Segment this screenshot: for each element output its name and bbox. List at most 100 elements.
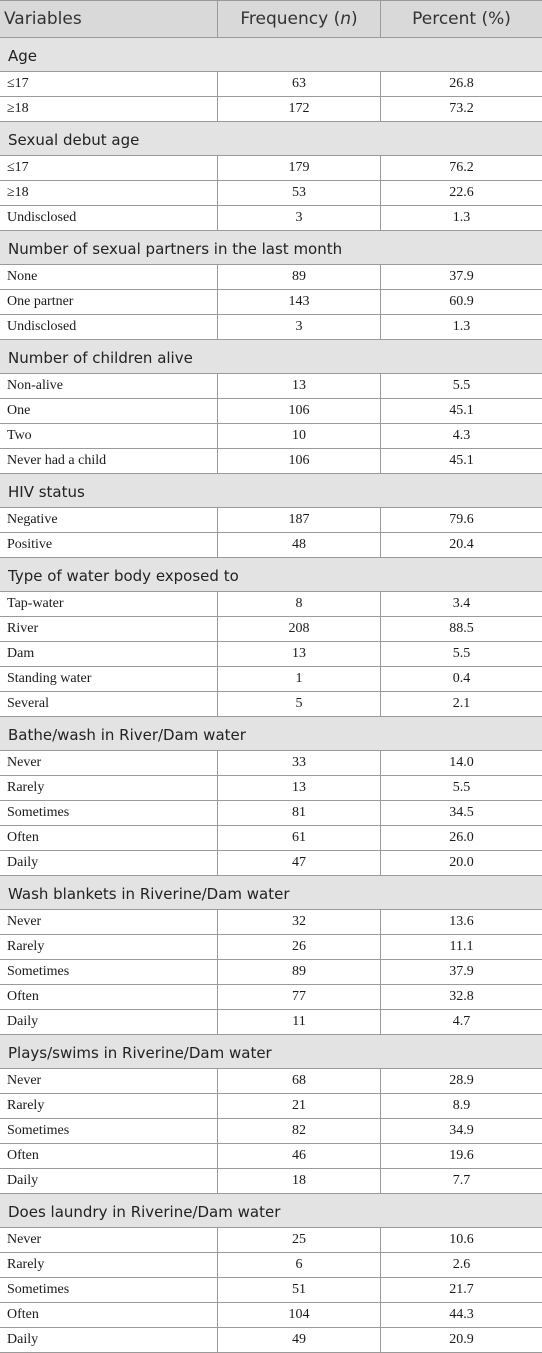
table-row: Never 68 28.9	[0, 1069, 542, 1094]
section-header-row: Number of children alive	[0, 340, 542, 374]
percent-cell: 2.1	[380, 692, 542, 716]
table-row: Often 61 26.0	[0, 826, 542, 851]
table-row: River 208 88.5	[0, 617, 542, 642]
table-body: Age ≤17 63 26.8 ≥18 172 73.2 Sexual debut age ≤1…	[0, 38, 542, 1353]
table-row: ≤17 63 26.8	[0, 72, 542, 97]
table-row: Sometimes 51 21.7	[0, 1278, 542, 1303]
percent-cell: 34.9	[380, 1119, 542, 1143]
row-label-cell: River	[7, 621, 39, 636]
table-row: Positive 48 20.4	[0, 533, 542, 558]
row-label-cell: Daily	[7, 855, 39, 870]
row-label-cell: Often	[7, 1148, 39, 1163]
section-header-row: Bathe/wash in River/Dam water	[0, 717, 542, 751]
frequency-cell: 106	[217, 399, 380, 423]
percent-cell: 45.1	[380, 399, 542, 423]
percent-cell: 7.7	[380, 1169, 542, 1193]
frequency-cell: 187	[217, 508, 380, 532]
table-row: Daily 49 20.9	[0, 1328, 542, 1353]
frequency-cell: 10	[217, 424, 380, 448]
row-label-cell: One	[7, 403, 31, 418]
row-label-cell: Never	[7, 914, 42, 929]
table-row: Sometimes 89 37.9	[0, 960, 542, 985]
percent-cell: 20.0	[380, 851, 542, 875]
frequency-cell: 18	[217, 1169, 380, 1193]
row-label-cell: Non-alive	[7, 378, 63, 393]
percent-cell: 11.1	[380, 935, 542, 959]
percent-cell: 0.4	[380, 667, 542, 691]
table-row: One 106 45.1	[0, 399, 542, 424]
percent-cell: 34.5	[380, 801, 542, 825]
frequency-cell: 13	[217, 374, 380, 398]
section-header-row: Wash blankets in Riverine/Dam water	[0, 876, 542, 910]
table-row: ≥18 53 22.6	[0, 181, 542, 206]
table-row: None 89 37.9	[0, 265, 542, 290]
frequency-cell: 89	[217, 960, 380, 984]
frequency-cell: 106	[217, 449, 380, 473]
row-label-cell: One partner	[7, 294, 74, 309]
section-title: Plays/swims in Riverine/Dam water	[8, 1043, 272, 1062]
row-label-cell: ≤17	[7, 76, 29, 91]
row-label-cell: Often	[7, 1307, 39, 1322]
frequency-cell: 46	[217, 1144, 380, 1168]
section-header-row: Plays/swims in Riverine/Dam water	[0, 1035, 542, 1069]
table-row: ≤17 179 76.2	[0, 156, 542, 181]
table-row: Daily 47 20.0	[0, 851, 542, 876]
percent-cell: 5.5	[380, 776, 542, 800]
table-row: Never had a child 106 45.1	[0, 449, 542, 474]
row-label-cell: Rarely	[7, 780, 45, 795]
percent-cell: 21.7	[380, 1278, 542, 1302]
percent-cell: 20.9	[380, 1328, 542, 1352]
header-variables: Variables	[4, 9, 82, 29]
section-header-row: Age	[0, 38, 542, 72]
row-label-cell: Never	[7, 1073, 42, 1088]
row-label-cell: Daily	[7, 1173, 39, 1188]
row-label-cell: Undisclosed	[7, 210, 77, 225]
section-title: Type of water body exposed to	[8, 566, 239, 585]
row-label-cell: Often	[7, 830, 39, 845]
table-row: Never 33 14.0	[0, 751, 542, 776]
frequency-cell: 89	[217, 265, 380, 289]
percent-cell: 26.8	[380, 72, 542, 96]
frequency-cell: 63	[217, 72, 380, 96]
percent-cell: 76.2	[380, 156, 542, 180]
percent-cell: 28.9	[380, 1069, 542, 1093]
section-header-row: Type of water body exposed to	[0, 558, 542, 592]
section-title: Sexual debut age	[8, 130, 140, 149]
row-label-cell: Positive	[7, 537, 53, 552]
table-row: Dam 13 5.5	[0, 642, 542, 667]
frequency-cell: 1	[217, 667, 380, 691]
row-label-cell: ≥18	[7, 101, 29, 116]
percent-cell: 4.7	[380, 1010, 542, 1034]
percent-cell: 32.8	[380, 985, 542, 1009]
percent-cell: 8.9	[380, 1094, 542, 1118]
table-row: Daily 18 7.7	[0, 1169, 542, 1194]
frequency-cell: 33	[217, 751, 380, 775]
table-row: Rarely 26 11.1	[0, 935, 542, 960]
frequency-cell: 48	[217, 533, 380, 557]
frequency-cell: 6	[217, 1253, 380, 1277]
row-label-cell: ≥18	[7, 185, 29, 200]
table-row: Often 46 19.6	[0, 1144, 542, 1169]
table-header-row: Variables Frequency (n) Percent (%)	[0, 1, 542, 38]
table-row: Never 25 10.6	[0, 1228, 542, 1253]
percent-cell: 22.6	[380, 181, 542, 205]
percent-cell: 4.3	[380, 424, 542, 448]
section-title: Wash blankets in Riverine/Dam water	[8, 884, 290, 903]
section-header-row: Does laundry in Riverine/Dam water	[0, 1194, 542, 1228]
table-row: Often 77 32.8	[0, 985, 542, 1010]
table-row: Rarely 13 5.5	[0, 776, 542, 801]
table-row: Undisclosed 3 1.3	[0, 206, 542, 231]
row-label-cell: Never	[7, 755, 42, 770]
table-row: Daily 11 4.7	[0, 1010, 542, 1035]
percent-cell: 60.9	[380, 290, 542, 314]
frequency-cell: 3	[217, 315, 380, 339]
percent-cell: 44.3	[380, 1303, 542, 1327]
frequency-cell: 61	[217, 826, 380, 850]
frequency-cell: 5	[217, 692, 380, 716]
frequency-cell: 21	[217, 1094, 380, 1118]
frequency-cell: 11	[217, 1010, 380, 1034]
frequency-cell: 47	[217, 851, 380, 875]
percent-cell: 13.6	[380, 910, 542, 934]
row-label-cell: Dam	[7, 646, 35, 661]
percent-cell: 26.0	[380, 826, 542, 850]
